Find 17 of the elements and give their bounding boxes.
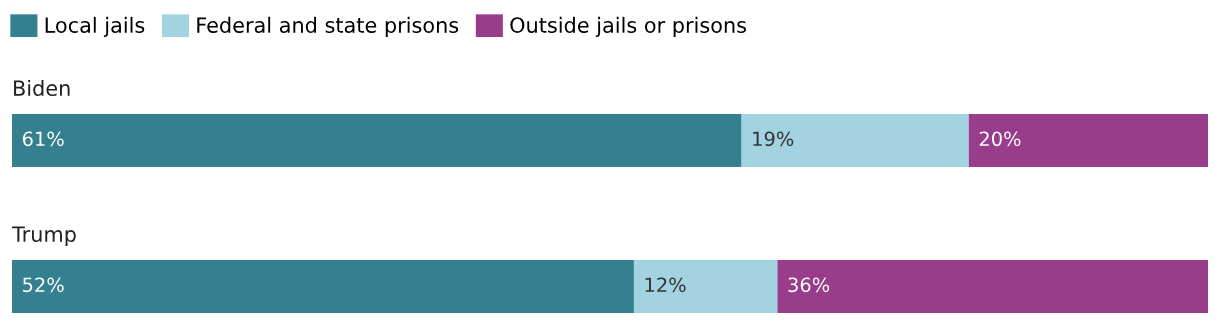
- data-label: 61%: [22, 131, 64, 147]
- y-tick-label: Trump: [11, 226, 76, 247]
- bar: [12, 114, 742, 167]
- legend-label: Outside jails or prisons: [510, 16, 746, 37]
- bar: [12, 260, 634, 313]
- bar: [968, 114, 1208, 167]
- bar: [741, 114, 969, 167]
- data-label: 20%: [979, 131, 1021, 147]
- data-label: 36%: [788, 277, 830, 293]
- bar: [633, 260, 778, 313]
- data-label: 52%: [23, 277, 64, 293]
- legend-label: Federal and state prisons: [197, 16, 459, 37]
- data-label: 12%: [645, 277, 686, 293]
- legend-label: Local jails: [45, 16, 145, 37]
- bar: [777, 260, 1208, 313]
- y-tick-label: Biden: [14, 79, 70, 97]
- data-label: 19%: [753, 131, 794, 147]
